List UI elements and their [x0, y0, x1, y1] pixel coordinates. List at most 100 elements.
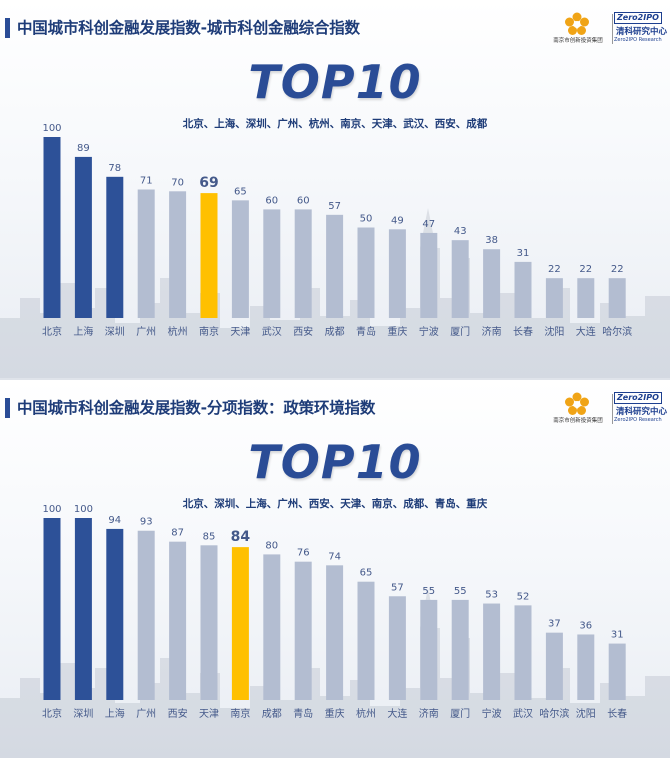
panel-divider [0, 378, 670, 380]
value-label-重庆: 74 [328, 551, 341, 562]
value-label-广州: 71 [140, 175, 153, 186]
category-label-长春: 长春 [607, 708, 627, 720]
category-label-杭州: 杭州 [168, 325, 188, 338]
category-label-大连: 大连 [387, 707, 407, 720]
bar-成都 [326, 214, 344, 318]
chart-panel-policy: 中国城市科创金融发展指数-分项指数：政策环境指数 南京市创新投资集团 Zero2… [0, 380, 670, 758]
category-label-沈阳: 沈阳 [544, 325, 564, 338]
category-label-上海: 上海 [73, 325, 93, 338]
category-label-哈尔滨: 哈尔滨 [539, 707, 569, 720]
category-label-重庆: 重庆 [325, 707, 345, 720]
value-label-宁波: 47 [422, 219, 435, 230]
value-label-济南: 38 [485, 235, 498, 246]
bar-大连 [577, 278, 595, 318]
value-label-武汉: 52 [517, 591, 530, 602]
category-label-成都: 成都 [262, 708, 282, 720]
value-label-成都: 80 [265, 540, 278, 551]
value-label-成都: 57 [328, 201, 341, 212]
top10-headline: TOP10 [248, 435, 422, 489]
zero2ipo-english-name: Zero2IPO Research [614, 417, 662, 423]
value-label-大连: 57 [391, 582, 404, 593]
bar-北京 [43, 137, 61, 318]
bar-重庆 [326, 565, 344, 700]
city-skyline-background [0, 208, 670, 378]
value-label-西安: 60 [297, 195, 310, 206]
value-label-宁波: 53 [485, 590, 498, 601]
category-label-济南: 济南 [482, 325, 502, 338]
nanjing-innovation-logo: 南京市创新投资集团 [548, 12, 608, 48]
value-label-深圳: 100 [74, 504, 93, 515]
value-label-沈阳: 36 [579, 620, 592, 631]
bar-上海 [74, 156, 92, 318]
top10-city-list: 北京、深圳、上海、广州、西安、天津、南京、成都、青岛、重庆 [182, 498, 488, 510]
group-name: 南京市创新投资集团 [553, 418, 603, 424]
value-label-深圳: 78 [108, 163, 121, 174]
value-label-青岛: 76 [297, 548, 310, 559]
zero2ipo-logo: Zero2IPO 清科研究中心 Zero2IPO Research [614, 12, 668, 48]
category-label-南京: 南京 [230, 707, 250, 720]
category-label-沈阳: 沈阳 [576, 707, 596, 720]
bar-长春 [514, 261, 532, 318]
value-label-北京: 100 [42, 123, 61, 134]
zero2ipo-wordmark: Zero2IPO [614, 392, 662, 404]
value-label-杭州: 70 [171, 177, 184, 188]
bar-成都 [263, 554, 281, 700]
zero2ipo-chinese-name: 清科研究中心 [616, 407, 668, 417]
flower-logo-icon [565, 392, 589, 415]
title-accent-bar [5, 18, 10, 38]
category-label-深圳: 深圳 [105, 326, 125, 338]
value-label-重庆: 49 [391, 215, 404, 226]
category-label-厦门: 厦门 [450, 325, 470, 338]
city-skyline-background [0, 588, 670, 758]
bar-沈阳 [545, 278, 563, 318]
bar-南京 [231, 547, 249, 700]
bar-青岛 [294, 561, 312, 700]
category-label-深圳: 深圳 [73, 708, 93, 720]
category-label-武汉: 武汉 [513, 707, 533, 720]
value-label-长春: 31 [517, 248, 530, 259]
bar-武汉 [514, 605, 532, 700]
bar-广州 [137, 530, 155, 700]
category-label-大连: 大连 [576, 325, 596, 338]
bar-深圳 [74, 518, 92, 700]
bar-大连 [388, 596, 406, 700]
value-label-厦门: 43 [454, 226, 467, 237]
value-label-长春: 31 [611, 630, 624, 641]
category-label-北京: 北京 [42, 325, 62, 338]
value-label-沈阳: 22 [548, 264, 561, 275]
bar-西安 [294, 209, 312, 318]
category-label-西安: 西安 [168, 707, 188, 720]
value-label-杭州: 65 [360, 568, 373, 579]
category-label-宁波: 宁波 [482, 707, 502, 720]
category-label-天津: 天津 [230, 326, 250, 338]
value-label-上海: 89 [77, 143, 90, 154]
category-label-成都: 成都 [325, 326, 345, 338]
bar-广州 [137, 189, 155, 318]
bar-重庆 [388, 229, 406, 318]
zero2ipo-chinese-name: 清科研究中心 [616, 27, 668, 37]
category-label-武汉: 武汉 [262, 325, 282, 338]
bar-宁波 [483, 603, 501, 700]
category-label-南京: 南京 [199, 325, 219, 338]
category-label-天津: 天津 [199, 708, 219, 720]
category-label-上海: 上海 [105, 707, 125, 720]
chart-panel-composite: 中国城市科创金融发展指数-城市科创金融综合指数 南京市创新投资集团 Zero2I… [0, 0, 670, 378]
category-label-杭州: 杭州 [356, 707, 376, 720]
top10-city-list: 北京、上海、深圳、广州、杭州、南京、天津、武汉、西安、成都 [182, 118, 488, 130]
bar-北京 [43, 518, 61, 700]
bar-天津 [200, 545, 218, 700]
bar-上海 [106, 528, 124, 700]
category-label-广州: 广州 [136, 708, 156, 720]
bar-哈尔滨 [608, 278, 626, 318]
value-label-南京: 69 [199, 175, 218, 191]
value-label-北京: 100 [42, 504, 61, 515]
zero2ipo-english-name: Zero2IPO Research [614, 37, 662, 43]
nanjing-innovation-logo: 南京市创新投资集团 [548, 392, 608, 428]
value-label-大连: 22 [579, 264, 592, 275]
bar-厦门 [451, 240, 469, 318]
category-label-青岛: 青岛 [293, 707, 313, 720]
value-label-南京: 84 [231, 529, 251, 545]
bar-西安 [169, 541, 187, 700]
value-label-天津: 65 [234, 186, 247, 197]
bar-chart-policy-index: 100 北京 100 深圳 94 上海 93 广州 87 西安 85 天津 84 南京 80 成都 76 青岛 74… [42, 504, 627, 720]
